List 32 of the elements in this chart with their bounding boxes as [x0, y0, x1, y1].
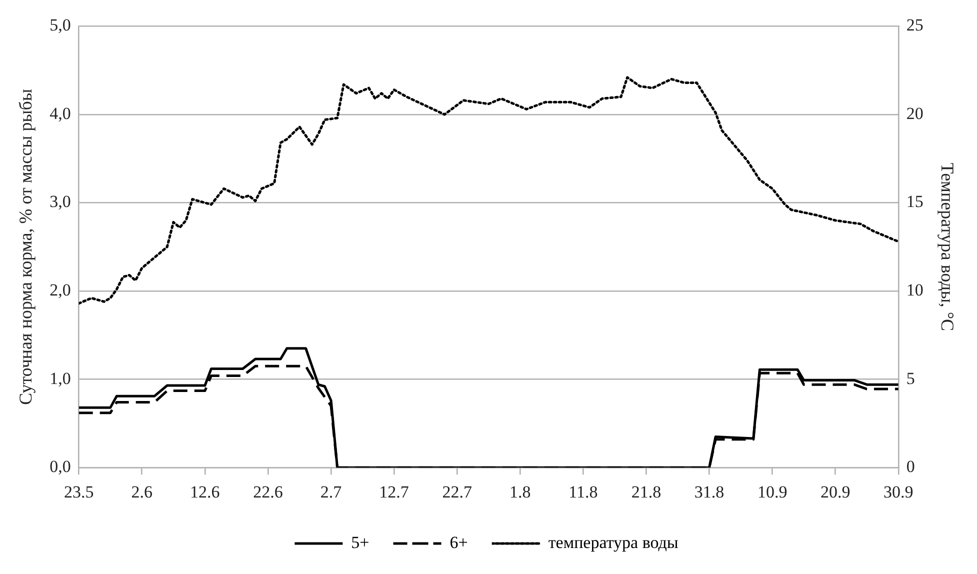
legend-label: 6+	[450, 532, 468, 552]
x-tick-label: 21.8	[631, 482, 662, 502]
legend-label: 5+	[351, 532, 370, 552]
line-series	[78, 76, 898, 305]
y-tick-label: 3,0	[50, 192, 71, 212]
x-tick-label: 22.7	[442, 482, 472, 502]
y2-tick-label: 15	[906, 192, 924, 212]
y2-tick-label: 20	[906, 104, 924, 123]
x-tick-label: 20.9	[820, 482, 850, 502]
y-tick-label: 0,0	[50, 457, 71, 476]
x-tick-label: 31.8	[694, 482, 724, 502]
legend-label: температура воды	[548, 532, 679, 552]
x-tick-label: 30.9	[884, 482, 914, 502]
x-tick-label: 11.8	[568, 482, 598, 502]
x-tick-label: 10.9	[757, 482, 788, 502]
y-tick-label: 4,0	[50, 104, 71, 123]
x-tick-label: 22.6	[253, 482, 283, 502]
y2-tick-label: 25	[906, 16, 924, 35]
y2-tick-label: 10	[906, 280, 924, 300]
y2-tick-label: 0	[906, 457, 915, 476]
y-tick-label: 5,0	[50, 16, 71, 35]
x-tick-label: 1.8	[510, 482, 531, 502]
x-tick-label: 12.7	[379, 482, 410, 502]
x-tick-label: 12.6	[190, 482, 220, 502]
y-tick-label: 1,0	[50, 368, 71, 388]
y-axis-title: Суточная норма корма, % от массы рыбы	[16, 88, 36, 405]
x-tick-label: 2.6	[131, 482, 153, 502]
y2-tick-label: 5	[906, 368, 915, 388]
x-tick-label: 23.5	[64, 482, 94, 502]
y-tick-label: 2,0	[50, 280, 71, 300]
x-tick-label: 2.7	[320, 482, 342, 502]
y2-axis-title: Температура воды, °C	[937, 162, 958, 332]
